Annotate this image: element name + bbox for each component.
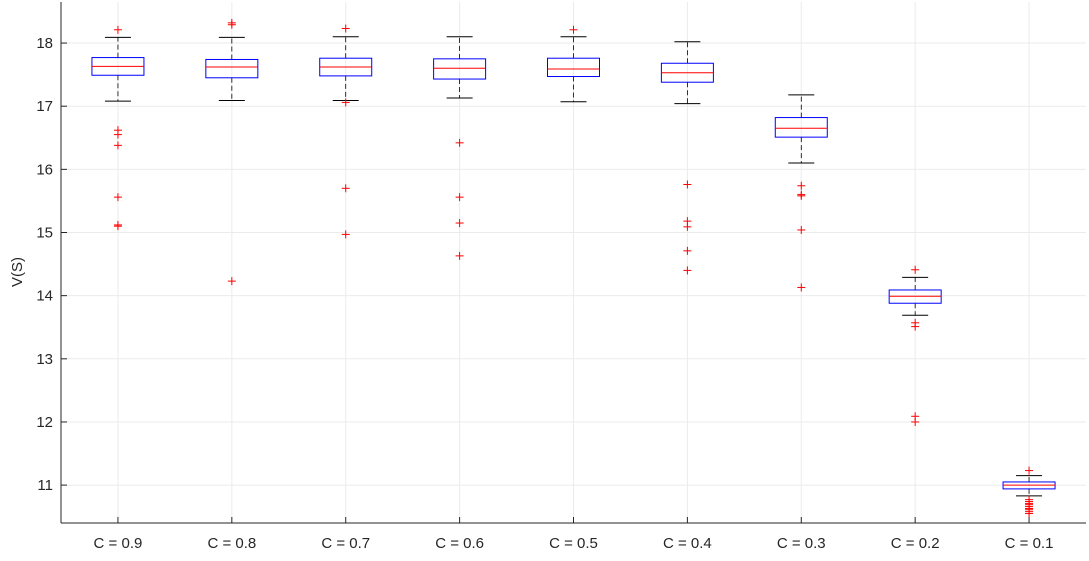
x-tick-label: C = 0.4 — [663, 535, 712, 552]
outlier-point — [113, 193, 122, 202]
box-group — [319, 24, 373, 239]
outlier-point — [797, 225, 806, 234]
outlier-point — [113, 141, 122, 150]
y-tick-label: 17 — [36, 98, 53, 115]
y-tick-label: 16 — [36, 161, 53, 178]
box-group — [1002, 466, 1056, 518]
outlier-point — [341, 230, 350, 239]
y-tick-label: 14 — [36, 288, 53, 305]
outlier-point — [227, 20, 236, 29]
outlier-point — [797, 181, 806, 190]
box-group — [888, 265, 942, 426]
iqr-box — [433, 58, 487, 80]
outlier-point — [683, 222, 692, 231]
box-group — [660, 41, 714, 275]
y-tick-label: 15 — [36, 225, 53, 242]
outlier-point — [683, 246, 692, 255]
outlier-point — [1025, 466, 1034, 475]
outlier-point — [683, 266, 692, 275]
outlier-point — [569, 25, 578, 34]
x-tick-label: C = 0.1 — [1005, 535, 1054, 552]
box-group — [91, 25, 145, 231]
box-group — [774, 94, 828, 292]
x-tick-label: C = 0.6 — [435, 535, 484, 552]
x-tick-label: C = 0.5 — [549, 535, 598, 552]
outlier-point — [797, 191, 806, 200]
outlier-point — [113, 222, 122, 231]
iqr-box — [205, 58, 259, 79]
outlier-point — [911, 322, 920, 331]
outlier-point — [455, 251, 464, 260]
outlier-point — [341, 184, 350, 193]
y-tick-label: 13 — [36, 351, 53, 368]
outlier-point — [1025, 509, 1034, 518]
axes: 11 12 13 14 15 16 17 18 C = 0.9 C = 0.8 C = 0.7 C =… — [36, 2, 1086, 552]
outlier-point — [455, 193, 464, 202]
outlier-point — [113, 25, 122, 34]
box-group — [433, 36, 487, 260]
x-tick-label: C = 0.9 — [94, 535, 143, 552]
y-axis-label: V(S) — [9, 257, 26, 287]
outlier-point — [113, 130, 122, 139]
box-group — [205, 18, 259, 286]
x-tick-label: C = 0.2 — [891, 535, 940, 552]
outlier-point — [341, 24, 350, 33]
outlier-point — [683, 180, 692, 189]
outlier-point — [455, 138, 464, 147]
iqr-box — [547, 57, 600, 78]
x-tick-label: C = 0.3 — [777, 535, 826, 552]
outlier-point — [455, 219, 464, 228]
x-tick-label: C = 0.7 — [321, 535, 370, 552]
outlier-point — [911, 417, 920, 426]
box-plots — [91, 18, 1056, 518]
y-tick-label: 11 — [37, 477, 53, 494]
outlier-point — [341, 98, 350, 107]
y-tick-label: 18 — [36, 35, 53, 52]
x-tick-label: C = 0.8 — [207, 535, 256, 552]
y-tick-label: 12 — [36, 414, 53, 431]
outlier-point — [227, 277, 236, 286]
box-group — [547, 25, 600, 103]
outlier-point — [797, 283, 806, 292]
iqr-box — [774, 117, 828, 138]
outlier-point — [911, 265, 920, 274]
